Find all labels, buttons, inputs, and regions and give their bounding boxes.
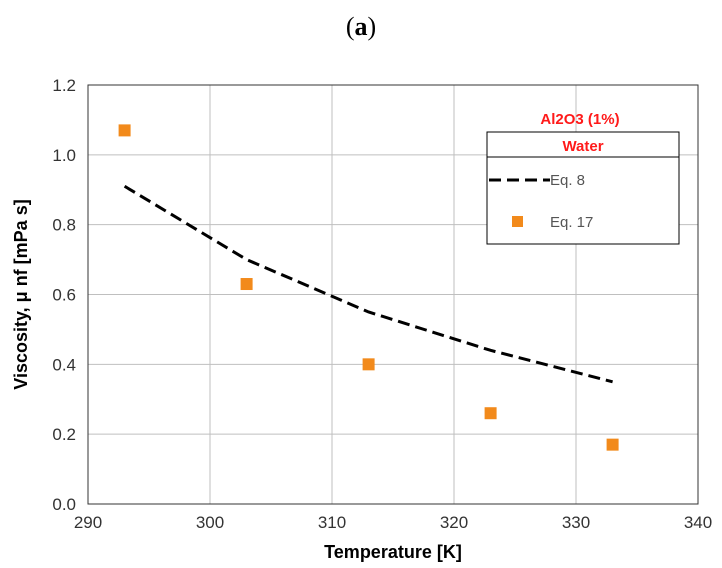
y-tick-label: 0.0 [52, 495, 76, 514]
data-point-eq17 [118, 124, 131, 137]
y-tick-label: 0.8 [52, 216, 76, 235]
legend-title-basefluid: Water [562, 138, 603, 155]
legend: Al2O3 (1%) Water Eq. 8 Eq. 17 [486, 111, 680, 245]
caption-letter: a [354, 12, 368, 41]
data-point-eq17 [240, 278, 253, 291]
y-tick-label: 1.0 [52, 146, 76, 165]
plot-frame [87, 84, 699, 505]
legend-title-nanoparticle: Al2O3 (1%) [540, 111, 619, 128]
x-tick-label: 330 [562, 513, 590, 532]
figure-caption: (a) [0, 12, 722, 42]
x-tick-label: 300 [196, 513, 224, 532]
data-point-eq17 [484, 407, 497, 420]
y-tick-label: 0.6 [52, 286, 76, 305]
x-tick-label: 290 [74, 513, 102, 532]
y-axis-title: Viscosity, μ nf [mPa s] [11, 199, 31, 389]
x-tick-label: 310 [318, 513, 346, 532]
legend-label-eq8: Eq. 8 [550, 172, 585, 189]
tick-labels: 290 300 310 320 330 340 0.0 0.2 0.4 0.6 0.8 1.0 1.2 [52, 76, 712, 532]
series-line-eq8 [123, 184, 613, 384]
x-tick-label: 340 [684, 513, 712, 532]
y-tick-label: 0.2 [52, 425, 76, 444]
caption-close-paren: ) [367, 12, 377, 41]
data-series [118, 124, 619, 451]
caption-open-paren: ( [345, 12, 355, 41]
data-point-eq17 [606, 438, 619, 451]
data-point-eq17 [362, 358, 375, 371]
legend-label-eq17: Eq. 17 [550, 214, 593, 231]
x-tick-label: 320 [440, 513, 468, 532]
y-tick-label: 1.2 [52, 76, 76, 95]
x-axis-title: Temperature [K] [324, 542, 462, 562]
legend-swatch-eq17 [512, 216, 523, 227]
y-tick-label: 0.4 [52, 355, 76, 374]
